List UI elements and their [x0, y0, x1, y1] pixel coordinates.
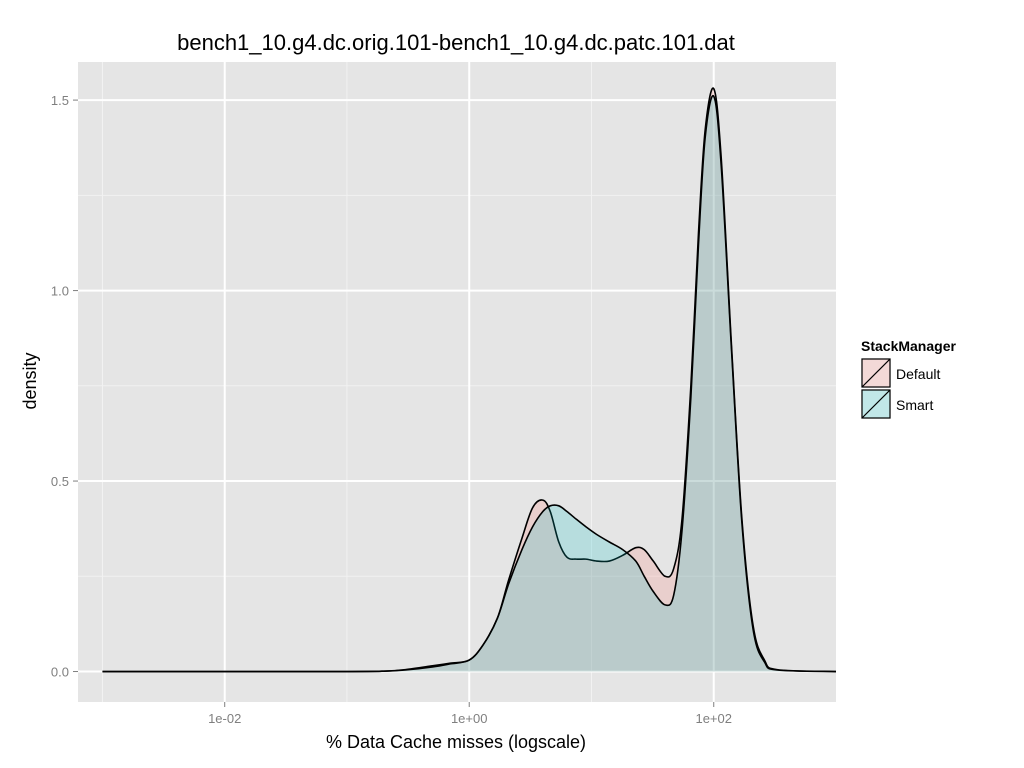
legend-item-smart: Smart [861, 389, 933, 419]
x-tick-label: 1e+00 [451, 711, 488, 726]
plot-panel [78, 62, 836, 702]
legend-label-smart: Smart [896, 397, 933, 413]
legend-swatch-line-smart [861, 389, 891, 419]
legend-items: Default Smart [861, 358, 940, 419]
axis-ticks [73, 99, 715, 707]
legend-title: StackManager [861, 338, 956, 354]
major-gridlines [78, 62, 836, 702]
minor-gridlines [78, 62, 836, 702]
legend: StackManager Default Smart [861, 338, 956, 419]
y-tick-label: 1.5 [51, 93, 69, 108]
y-tick-label: 0.5 [51, 474, 69, 489]
density-areas [102, 87, 837, 673]
y-axis-title: density [20, 352, 40, 409]
x-tick-label: 1e+02 [695, 711, 732, 726]
x-tick-label: 1e-02 [208, 711, 241, 726]
x-axis-title: % Data Cache misses (logscale) [326, 732, 586, 752]
y-tick-label: 1.0 [51, 284, 69, 299]
legend-item-default: Default [861, 358, 940, 388]
y-tick-label: 0.0 [51, 665, 69, 680]
x-tick-labels: 1e-02 1e+00 1e+02 [208, 711, 732, 726]
density-line-smart [102, 94, 837, 673]
legend-label-default: Default [896, 366, 940, 382]
y-tick-labels: 0.0 0.5 1.0 1.5 [51, 93, 69, 679]
legend-swatch-line-default [861, 358, 891, 388]
chart-title: bench1_10.g4.dc.orig.101-bench1_10.g4.dc… [177, 30, 735, 55]
